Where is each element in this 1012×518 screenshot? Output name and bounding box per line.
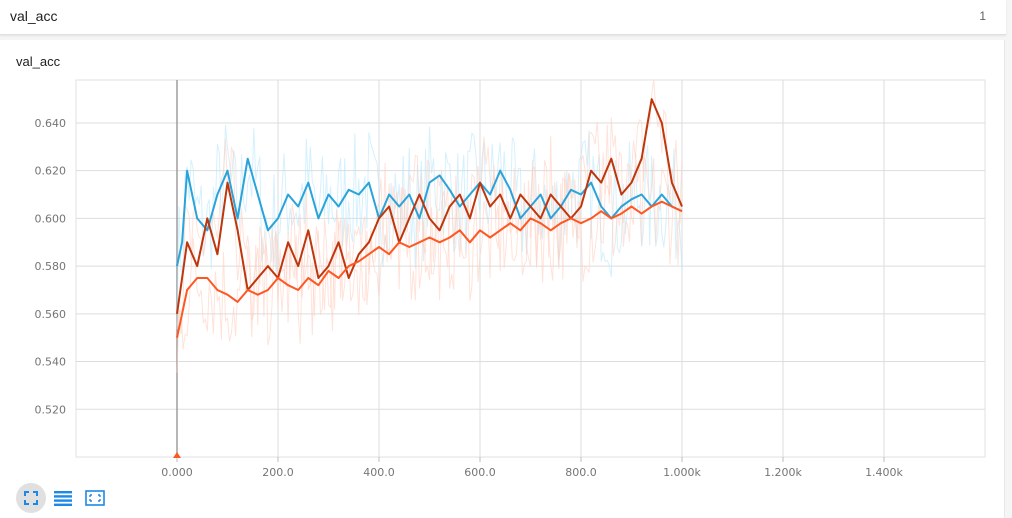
- y-tick-label: 0.560: [35, 308, 67, 321]
- y-tick-label: 0.640: [35, 117, 67, 130]
- toggle-log-scale-button[interactable]: [48, 483, 78, 513]
- chart-count: 1: [979, 9, 986, 23]
- plot-frame: [75, 79, 986, 458]
- series-line: [176, 200, 683, 338]
- run-group-header[interactable]: val_acc 1: [0, 0, 1006, 35]
- tag-group-title: val_acc: [10, 8, 58, 24]
- fit-domain-icon: [85, 490, 105, 506]
- x-tick-label: 1.400k: [865, 466, 903, 479]
- x-tick-label: 0.000: [161, 466, 193, 479]
- series-line: [176, 98, 683, 314]
- chart-card: val_acc 0.520 0.540 0.560 0.580 0.600 0.620 0.…: [0, 40, 1005, 518]
- x-tick-label: 400.0: [363, 466, 395, 479]
- x-tick-label: 200.0: [262, 466, 294, 479]
- y-tick-label: 0.520: [35, 403, 67, 416]
- x-tick-label: 600.0: [464, 466, 496, 479]
- fullscreen-icon: [24, 491, 38, 505]
- fit-domain-button[interactable]: [80, 483, 110, 513]
- origin-marker: [173, 452, 181, 458]
- list-icon: [54, 491, 72, 506]
- raw-series-line: [176, 152, 683, 350]
- series-line: [176, 157, 683, 267]
- y-tick-label: 0.580: [35, 260, 67, 273]
- y-tick-label: 0.620: [35, 165, 67, 178]
- y-tick-label: 0.540: [35, 356, 67, 369]
- x-tick-label: 1.200k: [764, 466, 802, 479]
- x-tick-label: 1.000k: [663, 466, 701, 479]
- raw-series-line: [176, 79, 683, 373]
- line-chart[interactable]: 0.520 0.540 0.560 0.580 0.600 0.620 0.640 0.000…: [0, 40, 1004, 480]
- y-tick-label: 0.600: [35, 212, 67, 225]
- x-tick-label: 800.0: [565, 466, 597, 479]
- raw-series-line: [176, 124, 683, 326]
- chart-title: val_acc: [16, 54, 61, 69]
- expand-chart-button[interactable]: [16, 483, 46, 513]
